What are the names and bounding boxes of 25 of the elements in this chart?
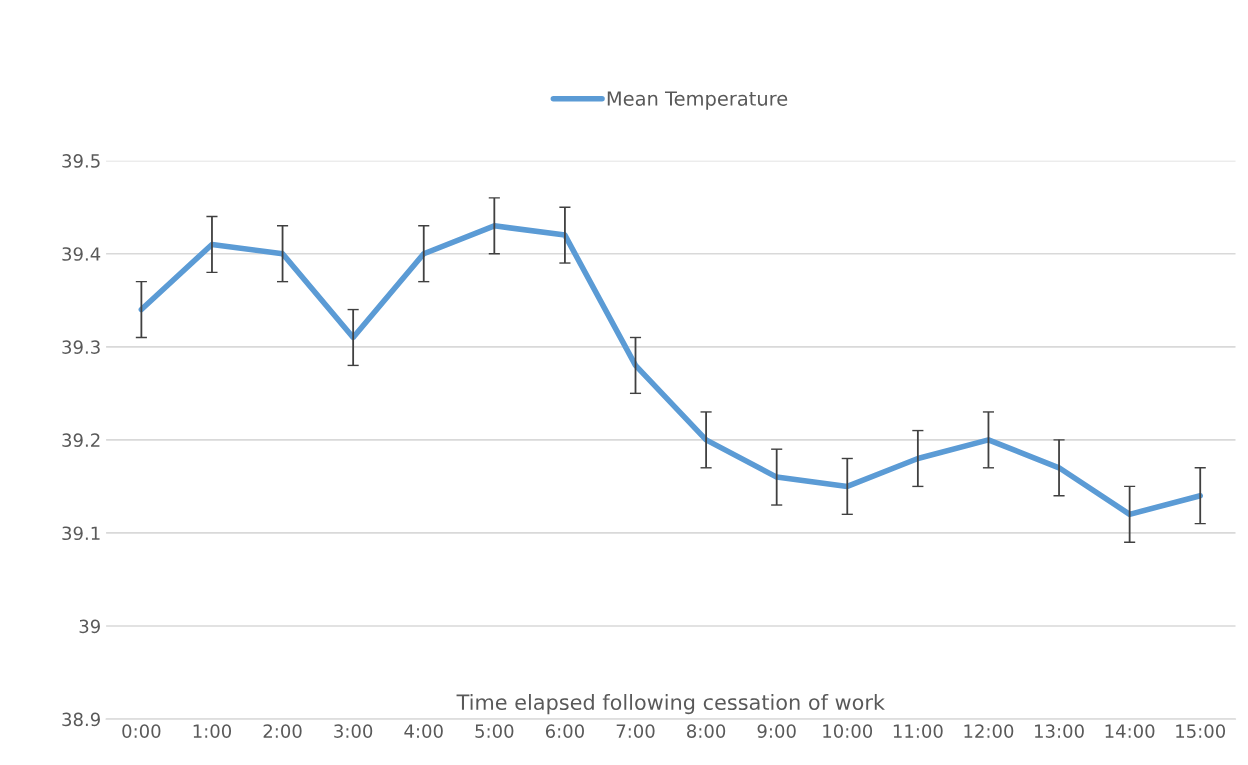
x-tick-label: 0:00 (122, 724, 161, 738)
y-tick-label: 39.5 (62, 154, 100, 168)
x-tick-label: 8:00 (687, 724, 726, 738)
y-tick-label: 39.1 (62, 526, 100, 541)
x-tick-label: 10:00 (823, 724, 873, 738)
x-tick-label: 7:00 (616, 724, 655, 738)
x-tick-label: 3:00 (334, 724, 373, 738)
y-tick-label: 39.3 (62, 340, 100, 354)
y-tick-label: 39.2 (62, 433, 100, 447)
x-axis-title: Time elapsed following cessation of work (456, 693, 885, 715)
x-tick-label: 2:00 (263, 724, 302, 738)
x-tick-label: 4:00 (404, 724, 443, 738)
x-tick-label: 5:00 (475, 724, 514, 738)
x-tick-label: 9:00 (757, 724, 796, 738)
x-tick-label: 13:00 (1035, 724, 1084, 738)
x-tick-label: 1:00 (193, 724, 232, 738)
x-tick-label: 12:00 (964, 724, 1014, 738)
y-tick-label: 39 (79, 619, 100, 634)
y-tick-label: 39.4 (62, 247, 101, 261)
x-tick-label: 14:00 (1105, 724, 1155, 738)
x-tick-label: 15:00 (1176, 724, 1226, 738)
x-tick-label: 11:00 (893, 724, 943, 738)
legend-label: Mean Temperature (607, 91, 788, 110)
y-tick-label: 38.9 (62, 712, 100, 727)
x-tick-label: 6:00 (545, 724, 584, 738)
